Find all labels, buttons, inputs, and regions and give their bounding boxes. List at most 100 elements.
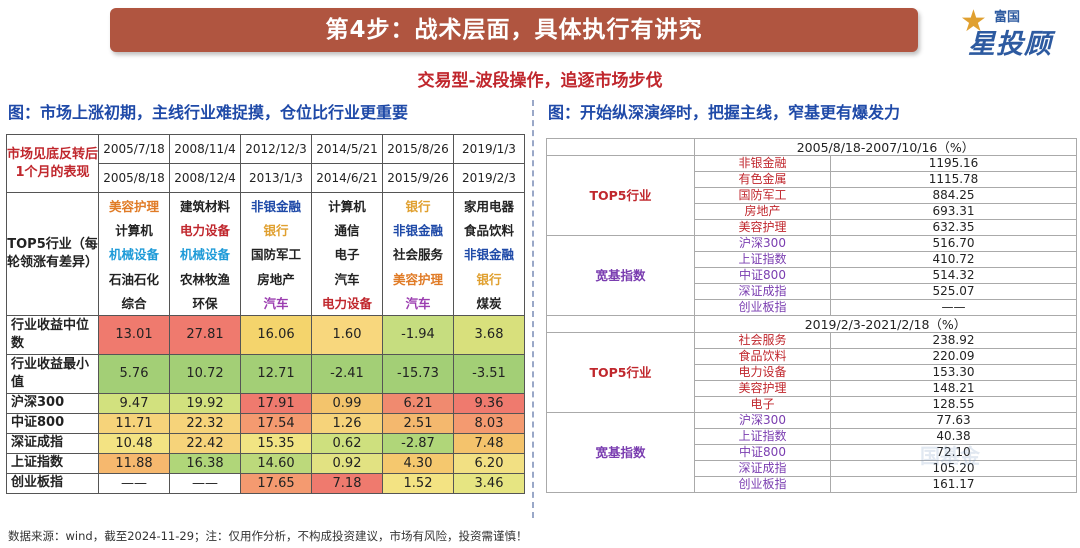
table-row: 创业板指 —— bbox=[547, 299, 1077, 316]
index-value: —— bbox=[830, 299, 1077, 316]
stat-value: -2.87 bbox=[382, 432, 454, 454]
footer-note: 数据来源：wind，截至2024-11-29；注：仅用作分析，不构成投资建议，市… bbox=[8, 529, 528, 543]
stat-value: 11.88 bbox=[98, 452, 170, 474]
index-value: 1195.16 bbox=[830, 155, 1077, 172]
table-row: TOP5行业 社会服务 238.92 bbox=[546, 332, 1077, 413]
industry-cell: 通信 bbox=[311, 217, 383, 242]
stat-value: 7.48 bbox=[453, 432, 525, 454]
logo-big-text: 星投顾 bbox=[968, 29, 1052, 60]
table-row: 国防军工 884.25 bbox=[547, 187, 1077, 204]
index-name: 上证指数 bbox=[694, 428, 831, 445]
index-name: 食品饮料 bbox=[694, 348, 831, 365]
industry-cell: 综合 bbox=[98, 290, 170, 316]
stat-value: 0.92 bbox=[311, 452, 383, 474]
stat-value: 17.91 bbox=[240, 392, 312, 414]
group-label: 宽基指数 bbox=[546, 412, 695, 493]
stat-value: 0.62 bbox=[311, 432, 383, 454]
stat-value: 3.68 bbox=[453, 314, 525, 355]
star-icon: ★ bbox=[960, 4, 987, 39]
industry-cell: 汽车 bbox=[311, 266, 383, 291]
header-label: 市场见底反转后1个月的表现 bbox=[6, 134, 99, 193]
table-row: 行业收益最小值 5.76 10.72 12.71 -2.41 -15.73 -3.51 bbox=[6, 353, 525, 394]
left-section-title: 图：市场上涨初期，主线行业难捉摸，仓位比行业更重要 bbox=[8, 103, 409, 122]
group-label: TOP5行业 bbox=[546, 155, 695, 236]
stat-row-label: 上证指数 bbox=[6, 452, 99, 474]
index-value: 40.38 bbox=[830, 428, 1077, 445]
stat-value: 22.42 bbox=[169, 432, 241, 454]
table-row: 上证指数 40.38 bbox=[547, 428, 1077, 445]
stat-value: 14.60 bbox=[240, 452, 312, 474]
index-value: 148.21 bbox=[830, 380, 1077, 397]
start-date: 2012/12/3 bbox=[240, 134, 312, 164]
period-header: 2005/8/18-2007/10/16（%） bbox=[694, 138, 1077, 156]
index-value: 410.72 bbox=[830, 251, 1077, 268]
index-value: 516.70 bbox=[830, 235, 1077, 252]
stat-value: 10.48 bbox=[98, 432, 170, 454]
period-spacer bbox=[546, 315, 695, 333]
index-name: 美容护理 bbox=[694, 380, 831, 397]
index-name: 创业板指 bbox=[694, 476, 831, 493]
index-name: 中证800 bbox=[694, 267, 831, 284]
divider bbox=[532, 100, 534, 518]
industry-cell: 银行 bbox=[240, 217, 312, 242]
industry-cell: 电力设备 bbox=[311, 290, 383, 316]
index-name: 有色金属 bbox=[694, 171, 831, 188]
stat-value: 9.36 bbox=[453, 392, 525, 414]
right-section-title: 图：开始纵深演绎时，把握主线，窄基更有爆发力 bbox=[548, 103, 901, 122]
index-value: 161.17 bbox=[830, 476, 1077, 493]
index-name: 创业板指 bbox=[694, 299, 831, 316]
index-value: 693.31 bbox=[830, 203, 1077, 220]
industry-cell: 美容护理 bbox=[382, 266, 454, 291]
stat-value: 1.52 bbox=[382, 472, 454, 494]
watermark: 国基金 bbox=[920, 444, 980, 468]
industry-cell: 非银金融 bbox=[453, 241, 525, 266]
left-table: 市场见底反转后1个月的表现 2005/7/18 2008/11/4 2012/12/3… bbox=[6, 134, 525, 494]
industry-cell: 食品饮料 bbox=[453, 217, 525, 242]
table-row: 行业收益中位数 13.01 27.81 16.06 1.60 -1.94 3.68 bbox=[6, 314, 525, 355]
table-row: 宽基指数 沪深300 77.63 bbox=[546, 412, 1077, 493]
stat-value: 2.51 bbox=[382, 412, 454, 434]
table-row: 沪深300 9.47 19.92 17.91 0.99 6.21 9.36 bbox=[6, 392, 525, 414]
stat-value: —— bbox=[169, 472, 241, 494]
period-header: 2019/2/3-2021/2/18（%） bbox=[694, 315, 1077, 333]
industry-cell: 煤炭 bbox=[453, 290, 525, 316]
index-value: 1115.78 bbox=[830, 171, 1077, 188]
index-name: 中证800 bbox=[694, 444, 831, 461]
end-date: 2015/9/26 bbox=[382, 163, 454, 193]
stat-row-label: 行业收益中位数 bbox=[6, 314, 99, 355]
title-banner: 第4步：战术层面，具体执行有讲究 bbox=[110, 8, 918, 52]
industry-cell: 计算机 bbox=[98, 217, 170, 242]
end-date: 2005/8/18 bbox=[98, 163, 170, 193]
start-date: 2008/11/4 bbox=[169, 134, 241, 164]
stat-value: 17.65 bbox=[240, 472, 312, 494]
industry-cell: 电子 bbox=[311, 241, 383, 266]
index-value: 128.55 bbox=[830, 396, 1077, 413]
industry-cell: 石油石化 bbox=[98, 266, 170, 291]
stat-row-label: 中证800 bbox=[6, 412, 99, 434]
table-row: 创业板指 —— —— 17.65 7.18 1.52 3.46 bbox=[6, 472, 525, 494]
index-value: 77.63 bbox=[830, 412, 1077, 429]
table-row: 食品饮料 220.09 bbox=[547, 348, 1077, 365]
index-value: 525.07 bbox=[830, 283, 1077, 300]
index-name: 电子 bbox=[694, 396, 831, 413]
group-label: TOP5行业 bbox=[546, 332, 695, 413]
table-row: 上证指数 11.88 16.38 14.60 0.92 4.30 6.20 bbox=[6, 452, 525, 474]
logo-small-text: 富国 bbox=[994, 10, 1021, 25]
industry-cell: 国防军工 bbox=[240, 241, 312, 266]
stat-value: -15.73 bbox=[382, 353, 454, 394]
top5-label: TOP5行业（每轮领涨有差异） bbox=[6, 192, 99, 316]
industry-cell: 环保 bbox=[169, 290, 241, 316]
stat-value: 10.72 bbox=[169, 353, 241, 394]
stat-value: 12.71 bbox=[240, 353, 312, 394]
index-name: 非银金融 bbox=[694, 155, 831, 172]
index-name: 深证成指 bbox=[694, 460, 831, 477]
industry-cell: 计算机 bbox=[311, 192, 383, 217]
stat-value: —— bbox=[98, 472, 170, 494]
index-value: 238.92 bbox=[830, 332, 1077, 349]
industry-cell: 非银金融 bbox=[382, 217, 454, 242]
end-date: 2013/1/3 bbox=[240, 163, 312, 193]
end-date: 2008/12/4 bbox=[169, 163, 241, 193]
table-row: 中证800 514.32 bbox=[547, 267, 1077, 284]
stat-value: 3.46 bbox=[453, 472, 525, 494]
stat-value: 8.03 bbox=[453, 412, 525, 434]
